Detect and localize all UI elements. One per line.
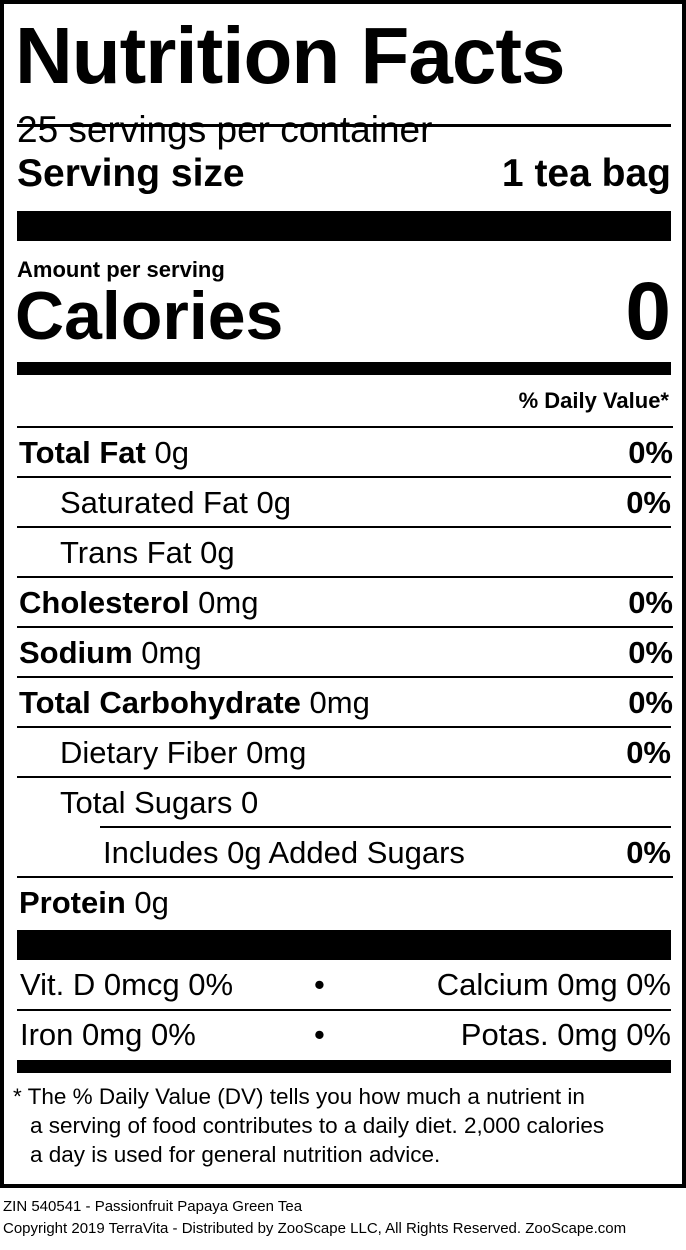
nutrient-name: Total Carbohydrate [19,685,301,720]
nutrient-row: Total Fat 0g 0% [17,426,673,478]
thick-divider [17,930,671,960]
nutrient-amount: 0 [240,785,259,820]
nutrient-row: Saturated Fat 0g 0% [17,476,671,526]
nutrient-daily-value: 0% [628,685,673,720]
nutrient-row: Dietary Fiber 0mg 0% [17,726,671,776]
divider [17,124,671,127]
serving-size-value: 1 tea bag [501,152,671,195]
amount-per-serving: Amount per serving [17,257,225,282]
thick-divider [17,211,671,241]
nutrient-row: Protein 0g [17,876,673,928]
nutrient-row: Total Sugars 0 [17,776,671,826]
nutrient-amount: 0g [256,485,291,520]
nutrient-name: Includes 0g Added Sugars [103,835,465,870]
serving-size-label: Serving size [17,152,245,195]
divider [17,1009,671,1011]
nutrient-daily-value: 0% [628,635,673,670]
nutrient-row: Cholesterol 0mg 0% [17,576,673,628]
calories-value: 0 [625,266,671,357]
medium-divider [17,362,671,375]
calories-label: Calories [15,278,284,354]
nutrient-daily-value: 0% [628,585,673,620]
nutrient-name: Total Sugars [60,785,233,820]
daily-value-header: % Daily Value* [518,388,669,413]
nutrient-row: Includes 0g Added Sugars 0% [100,826,671,876]
product-id: ZIN 540541 - Passionfruit Papaya Green T… [3,1198,303,1215]
title: Nutrition Facts [15,11,565,100]
nutrient-amount: 0mg [309,685,370,720]
nutrient-name: Dietary Fiber [60,735,238,770]
nutrient-daily-value: 0% [628,435,673,470]
nutrient-daily-value: 0% [626,485,671,520]
footnote-line: a day is used for general nutrition advi… [30,1142,441,1167]
nutrient-name: Trans Fat [60,535,192,570]
nutrient-row: Sodium 0mg 0% [17,626,673,678]
nutrient-amount: 0g [134,885,169,920]
nutrient-name: Protein [19,885,126,920]
potassium: Potas. 0mg 0% [460,1017,671,1052]
nutrient-row: Total Carbohydrate 0mg 0% [17,676,673,728]
nutrient-daily-value: 0% [626,735,671,770]
nutrient-name: Total Fat [19,435,146,470]
nutrient-amount: 0g [200,535,235,570]
nutrient-name: Saturated Fat [60,485,248,520]
footnote: * The % Daily Value (DV) tells you how m… [13,1082,604,1169]
copyright: Copyright 2019 TerraVita - Distributed b… [3,1220,627,1237]
nutrient-amount: 0mg [246,735,307,770]
vitamin-row: Iron 0mg 0% • Potas. 0mg 0% [17,1010,671,1060]
bullet: • [314,1017,325,1052]
nutrient-daily-value: 0% [626,835,671,870]
medium-divider [17,1060,671,1073]
iron: Iron 0mg 0% [20,1017,196,1052]
nutrient-row: Trans Fat 0g [17,526,671,576]
calcium: Calcium 0mg 0% [436,967,671,1002]
nutrient-amount: 0mg [198,585,259,620]
nutrient-name: Sodium [19,635,133,670]
nutrient-name: Cholesterol [19,585,190,620]
bullet: • [314,967,325,1002]
vitamin-row: Vit. D 0mcg 0% • Calcium 0mg 0% [17,960,671,1010]
footnote-line: * The % Daily Value (DV) tells you how m… [13,1084,585,1109]
vitamin-d: Vit. D 0mcg 0% [20,967,234,1002]
footnote-line: a serving of food contributes to a daily… [30,1113,605,1138]
nutrient-amount: 0g [154,435,189,470]
nutrition-label [0,0,686,1188]
servings-per-container: 25 servings per container [17,109,433,150]
nutrient-amount: 0mg [141,635,202,670]
